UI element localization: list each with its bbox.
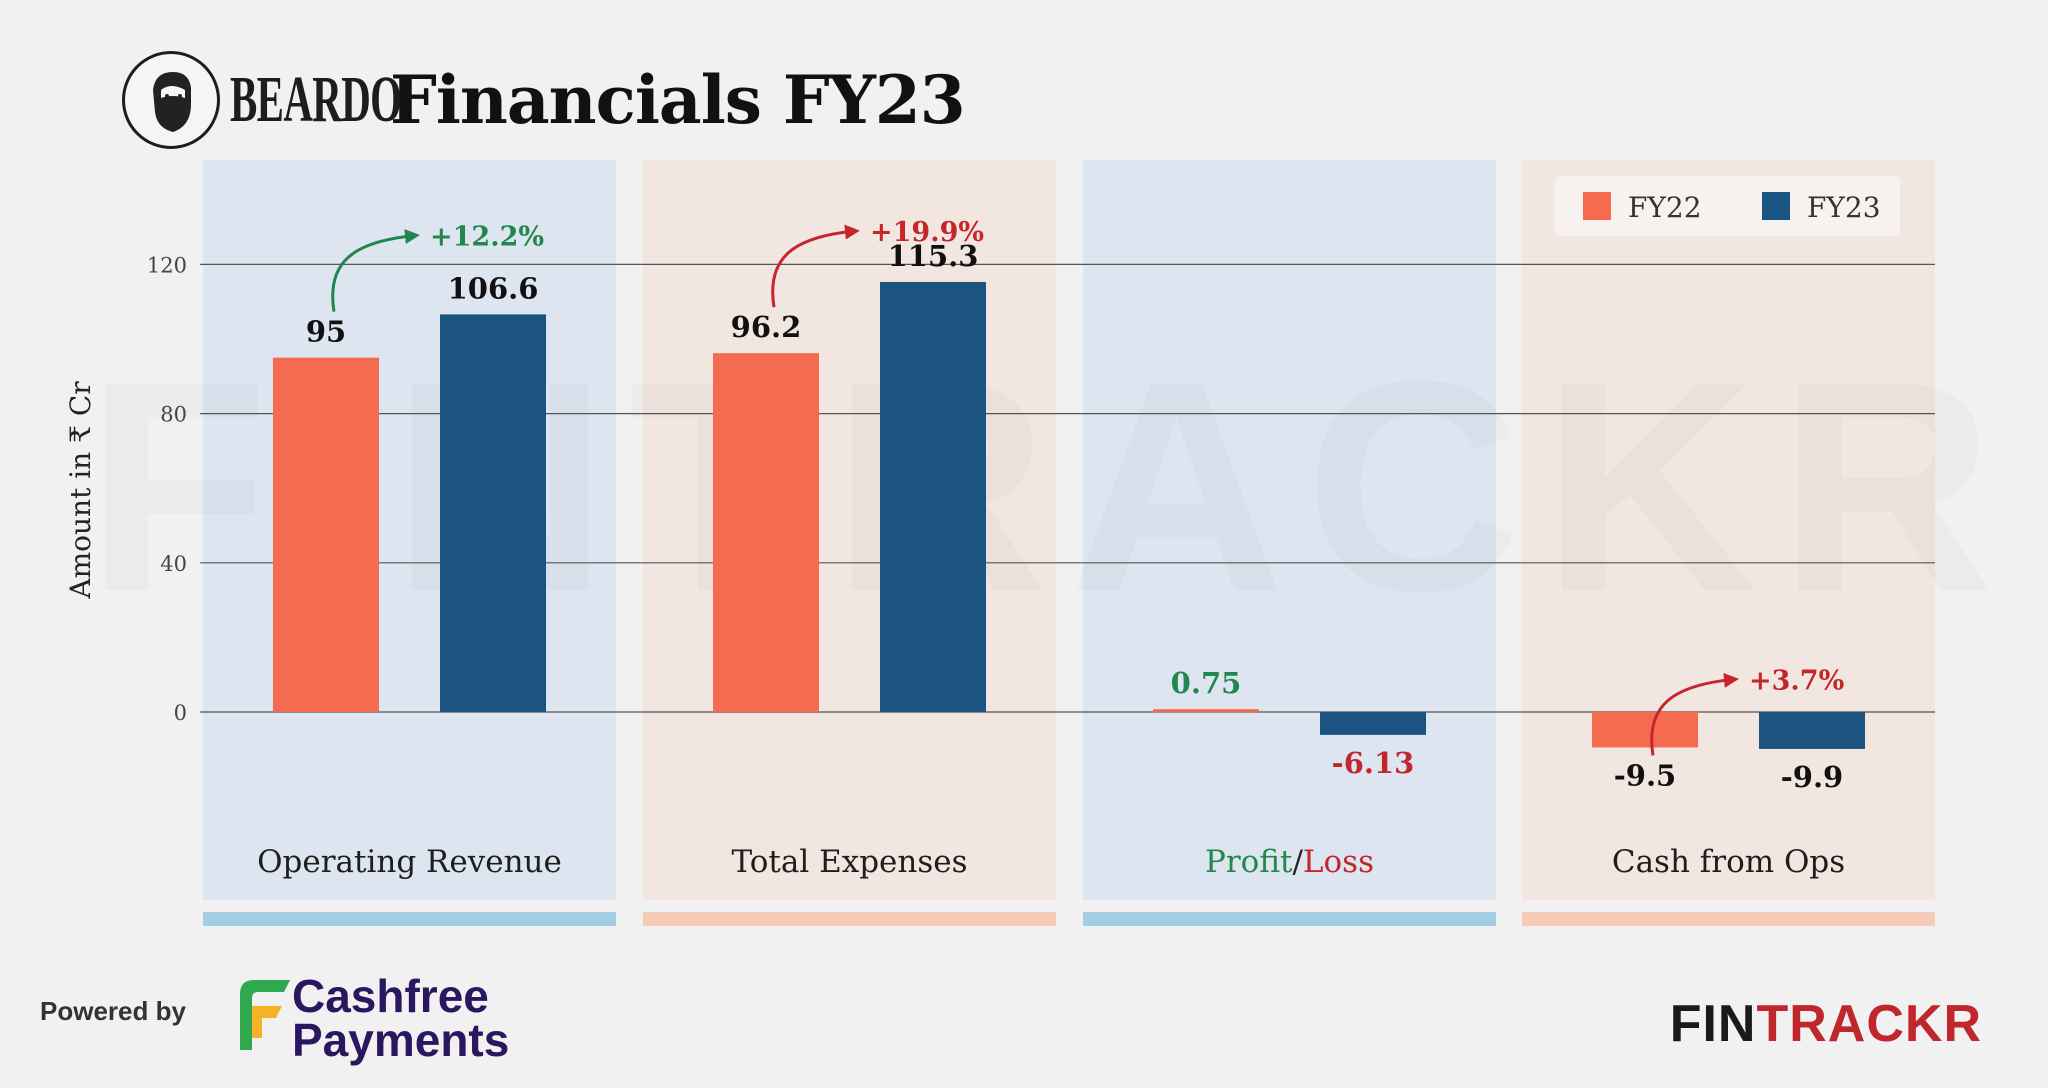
growth-arrow <box>1650 672 1739 756</box>
category-label: Profit/Loss <box>1205 844 1374 880</box>
category-label-part: Loss <box>1303 844 1374 880</box>
panel-strip-1 <box>203 912 616 926</box>
bar-fy22-1 <box>273 357 379 712</box>
growth-label: +19.9% <box>870 217 984 248</box>
panel-strip-3 <box>1083 912 1496 926</box>
legend-label: FY22 <box>1628 191 1702 224</box>
growth-arrow <box>331 229 420 312</box>
bar-fy23-2 <box>880 281 986 712</box>
growth-label: +12.2% <box>430 222 544 253</box>
panel-strip-2 <box>643 912 1056 926</box>
category-label-part: / <box>1292 844 1303 880</box>
data-label: 106.6 <box>448 271 539 305</box>
powered-by-text: Powered by <box>40 996 186 1026</box>
data-label: 95 <box>306 315 346 349</box>
cashfree-wordmark: Cashfree Payments <box>292 970 510 1066</box>
legend-swatch-fy23 <box>1762 192 1790 220</box>
panel-2 <box>643 160 1056 900</box>
panel-4 <box>1522 160 1935 900</box>
bar-fy23-4 <box>1759 712 1865 749</box>
header: BEARDO Financials FY23 <box>122 50 966 150</box>
panel-strip-4 <box>1522 912 1935 926</box>
data-label: -6.13 <box>1332 746 1415 780</box>
y-tick-label: 40 <box>160 552 187 576</box>
y-tick-label: 80 <box>160 403 187 427</box>
fintrackr-logo-part1: FIN <box>1669 995 1757 1053</box>
y-tick-label: 0 <box>174 701 187 725</box>
panel-3 <box>1083 160 1496 900</box>
fintrackr-logo-part2: TRACKR <box>1756 995 1982 1053</box>
y-tick-label: 120 <box>147 253 187 277</box>
bar-fy22-2 <box>713 353 819 712</box>
cashfree-logo-icon <box>240 980 290 1050</box>
bar-fy22-4 <box>1592 712 1698 748</box>
category-label: Cash from Ops <box>1612 844 1845 880</box>
y-axis-label: Amount in ₹ Cr <box>64 381 97 600</box>
data-label: -9.9 <box>1781 760 1844 794</box>
growth-label: +3.7% <box>1749 665 1844 696</box>
fintrackr-logo: FINTRACKR <box>1670 994 1982 1054</box>
growth-arrow <box>771 224 860 308</box>
bar-fy22-3 <box>1153 709 1259 713</box>
data-label: 115.3 <box>888 239 979 273</box>
data-label: -9.5 <box>1614 758 1677 792</box>
legend-swatch-fy22 <box>1583 192 1611 220</box>
legend-box <box>1555 176 1900 236</box>
legend-label: FY23 <box>1807 191 1881 224</box>
cashfree-line2: Payments <box>292 1014 510 1066</box>
category-label: Total Expenses <box>731 844 967 880</box>
cashfree-line1: Cashfree <box>292 970 489 1022</box>
data-label: 0.75 <box>1171 666 1242 700</box>
data-label: 96.2 <box>731 310 802 344</box>
panel-1 <box>203 160 616 900</box>
bar-fy23-1 <box>440 314 546 712</box>
bar-fy23-3 <box>1320 712 1426 735</box>
beardo-logo-icon <box>122 51 220 149</box>
page-title: Financials FY23 <box>390 61 966 139</box>
category-label-part: Profit <box>1205 844 1293 880</box>
category-label: Operating Revenue <box>257 844 562 880</box>
